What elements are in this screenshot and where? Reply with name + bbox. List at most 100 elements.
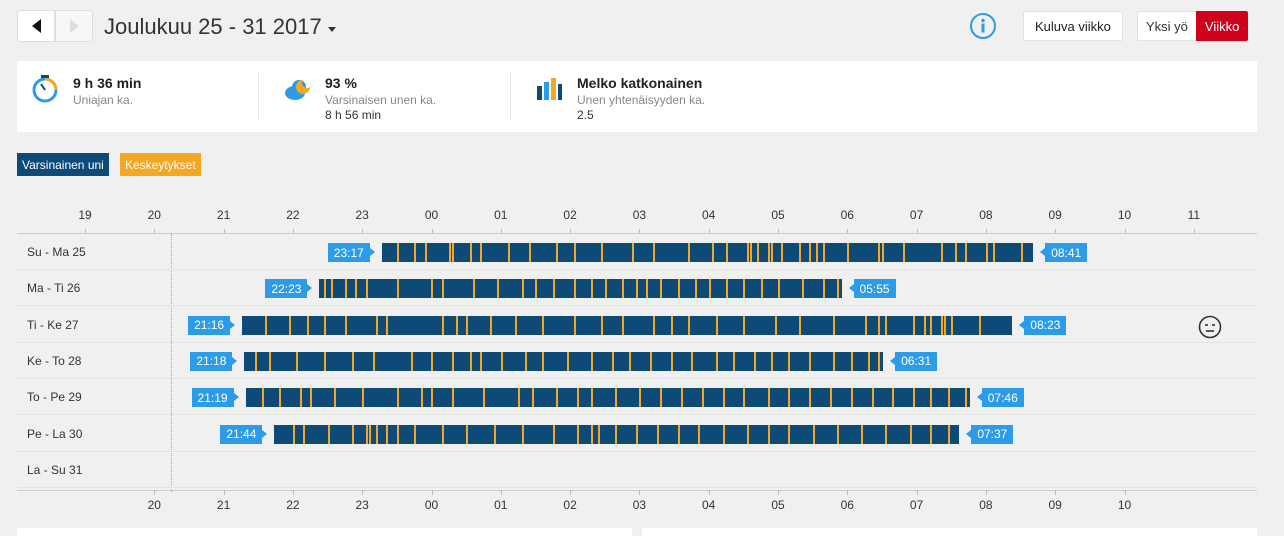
date-range-dropdown[interactable]: Joulukuu 25 - 31 2017 (104, 14, 336, 40)
stat-label: Uniajan ka. (73, 93, 134, 107)
interruption-mark (577, 424, 580, 444)
sleep-start-tag: 21:19 (191, 388, 239, 408)
interruption-mark (809, 243, 812, 262)
sleep-bar[interactable] (245, 388, 970, 408)
interruption-mark (535, 279, 538, 299)
interruption-mark (833, 315, 836, 335)
interruption-mark (954, 243, 957, 262)
current-week-button[interactable]: Kuluva viikko (1023, 11, 1123, 41)
interruption-mark (362, 388, 365, 408)
interruption-mark (809, 351, 812, 371)
interruption-mark (965, 243, 968, 262)
interruption-mark (978, 315, 981, 335)
interruption-mark (850, 351, 853, 371)
interruption-mark (299, 388, 302, 408)
neutral-face-icon[interactable] (1198, 315, 1222, 339)
sleep-row[interactable] (17, 234, 1257, 270)
sleep-end-tag: 07:37 (966, 424, 1014, 444)
interruption-mark (310, 388, 313, 408)
interruption-mark (324, 315, 327, 335)
axis-tick (500, 229, 502, 234)
divider (258, 71, 259, 121)
interruption-mark (712, 243, 715, 262)
interruption-mark (552, 424, 555, 444)
interruption-mark (771, 243, 774, 262)
interruption-mark (369, 424, 372, 444)
interruption-mark (861, 424, 864, 444)
interruption-mark (670, 315, 673, 335)
interruption-mark (590, 279, 593, 299)
interruption-mark (306, 315, 309, 335)
interruption-mark (455, 315, 458, 335)
avg-sleep-time-stat: 9 h 36 min Uniajan ka. (17, 61, 257, 132)
row-day-label: Su - Ma 25 (27, 245, 86, 259)
next-week-button[interactable] (55, 10, 93, 42)
interruption-mark (324, 351, 327, 371)
interruption-mark (324, 279, 327, 299)
interruption-mark (611, 351, 614, 371)
sleep-row[interactable] (17, 270, 1257, 307)
interruption-mark (431, 351, 434, 371)
interruption-mark (410, 351, 413, 371)
sleep-bar[interactable] (244, 351, 884, 371)
interruption-mark (365, 279, 368, 299)
interruption-mark (542, 351, 545, 371)
interruption-mark (441, 424, 444, 444)
sleep-end-tag: 05:55 (848, 279, 896, 299)
sleep-end-tag: 07:46 (976, 388, 1024, 408)
single-night-button[interactable]: Yksi yö (1137, 11, 1196, 41)
interruption-mark (677, 424, 680, 444)
sleep-start-tag: 23:17 (327, 243, 375, 262)
sleep-row[interactable] (17, 343, 1257, 379)
axis-tick (154, 229, 156, 234)
hour-label-top: 09 (1048, 208, 1062, 222)
sleep-row[interactable] (17, 379, 1257, 416)
week-view-button[interactable]: Viikko (1195, 11, 1249, 41)
sleep-bar[interactable] (274, 424, 960, 444)
sleep-bar[interactable] (242, 315, 1013, 335)
hour-label-bottom: 20 (147, 498, 161, 512)
interruption-mark (746, 243, 749, 262)
sleep-row[interactable] (17, 307, 1257, 343)
hour-label-bottom: 02 (563, 498, 577, 512)
axis-tick (639, 229, 641, 234)
interruption-mark (833, 351, 836, 371)
axis-tick (639, 490, 641, 495)
interruption-mark (802, 279, 805, 299)
interruption-mark (660, 279, 663, 299)
interruption-mark (777, 279, 780, 299)
interruption-mark (871, 388, 874, 408)
hour-label-bottom: 01 (494, 498, 508, 512)
interruption-mark (396, 279, 399, 299)
interruption-mark (864, 315, 867, 335)
axis-tick (1055, 490, 1057, 495)
interruption-mark (344, 279, 347, 299)
interruption-mark (483, 388, 486, 408)
interruption-mark (892, 388, 895, 408)
interruption-mark (531, 388, 534, 408)
sleep-row[interactable] (17, 452, 1257, 488)
interruption-mark (902, 243, 905, 262)
hour-label-bottom: 06 (840, 498, 854, 512)
sleep-row[interactable] (17, 416, 1257, 452)
interruption-mark (951, 315, 954, 335)
interruption-mark (788, 351, 791, 371)
info-icon[interactable] (969, 12, 997, 40)
interruption-mark (930, 388, 933, 408)
previous-week-button[interactable] (17, 10, 55, 42)
sleep-bar[interactable] (381, 243, 1034, 262)
interruption-mark (421, 388, 424, 408)
interruption-mark (878, 315, 881, 335)
stat-sub: 2.5 (577, 108, 594, 122)
interruption-mark (649, 351, 652, 371)
sleep-bar[interactable] (319, 279, 842, 299)
stat-value: 93 % (325, 75, 357, 91)
interruption-mark (687, 243, 690, 262)
interruption-mark (708, 279, 711, 299)
interruption-mark (947, 388, 950, 408)
interruption-mark (601, 243, 604, 262)
axis-tick (1055, 229, 1057, 234)
interruption-mark (351, 424, 354, 444)
interruption-mark (646, 279, 649, 299)
interruption-mark (573, 243, 576, 262)
